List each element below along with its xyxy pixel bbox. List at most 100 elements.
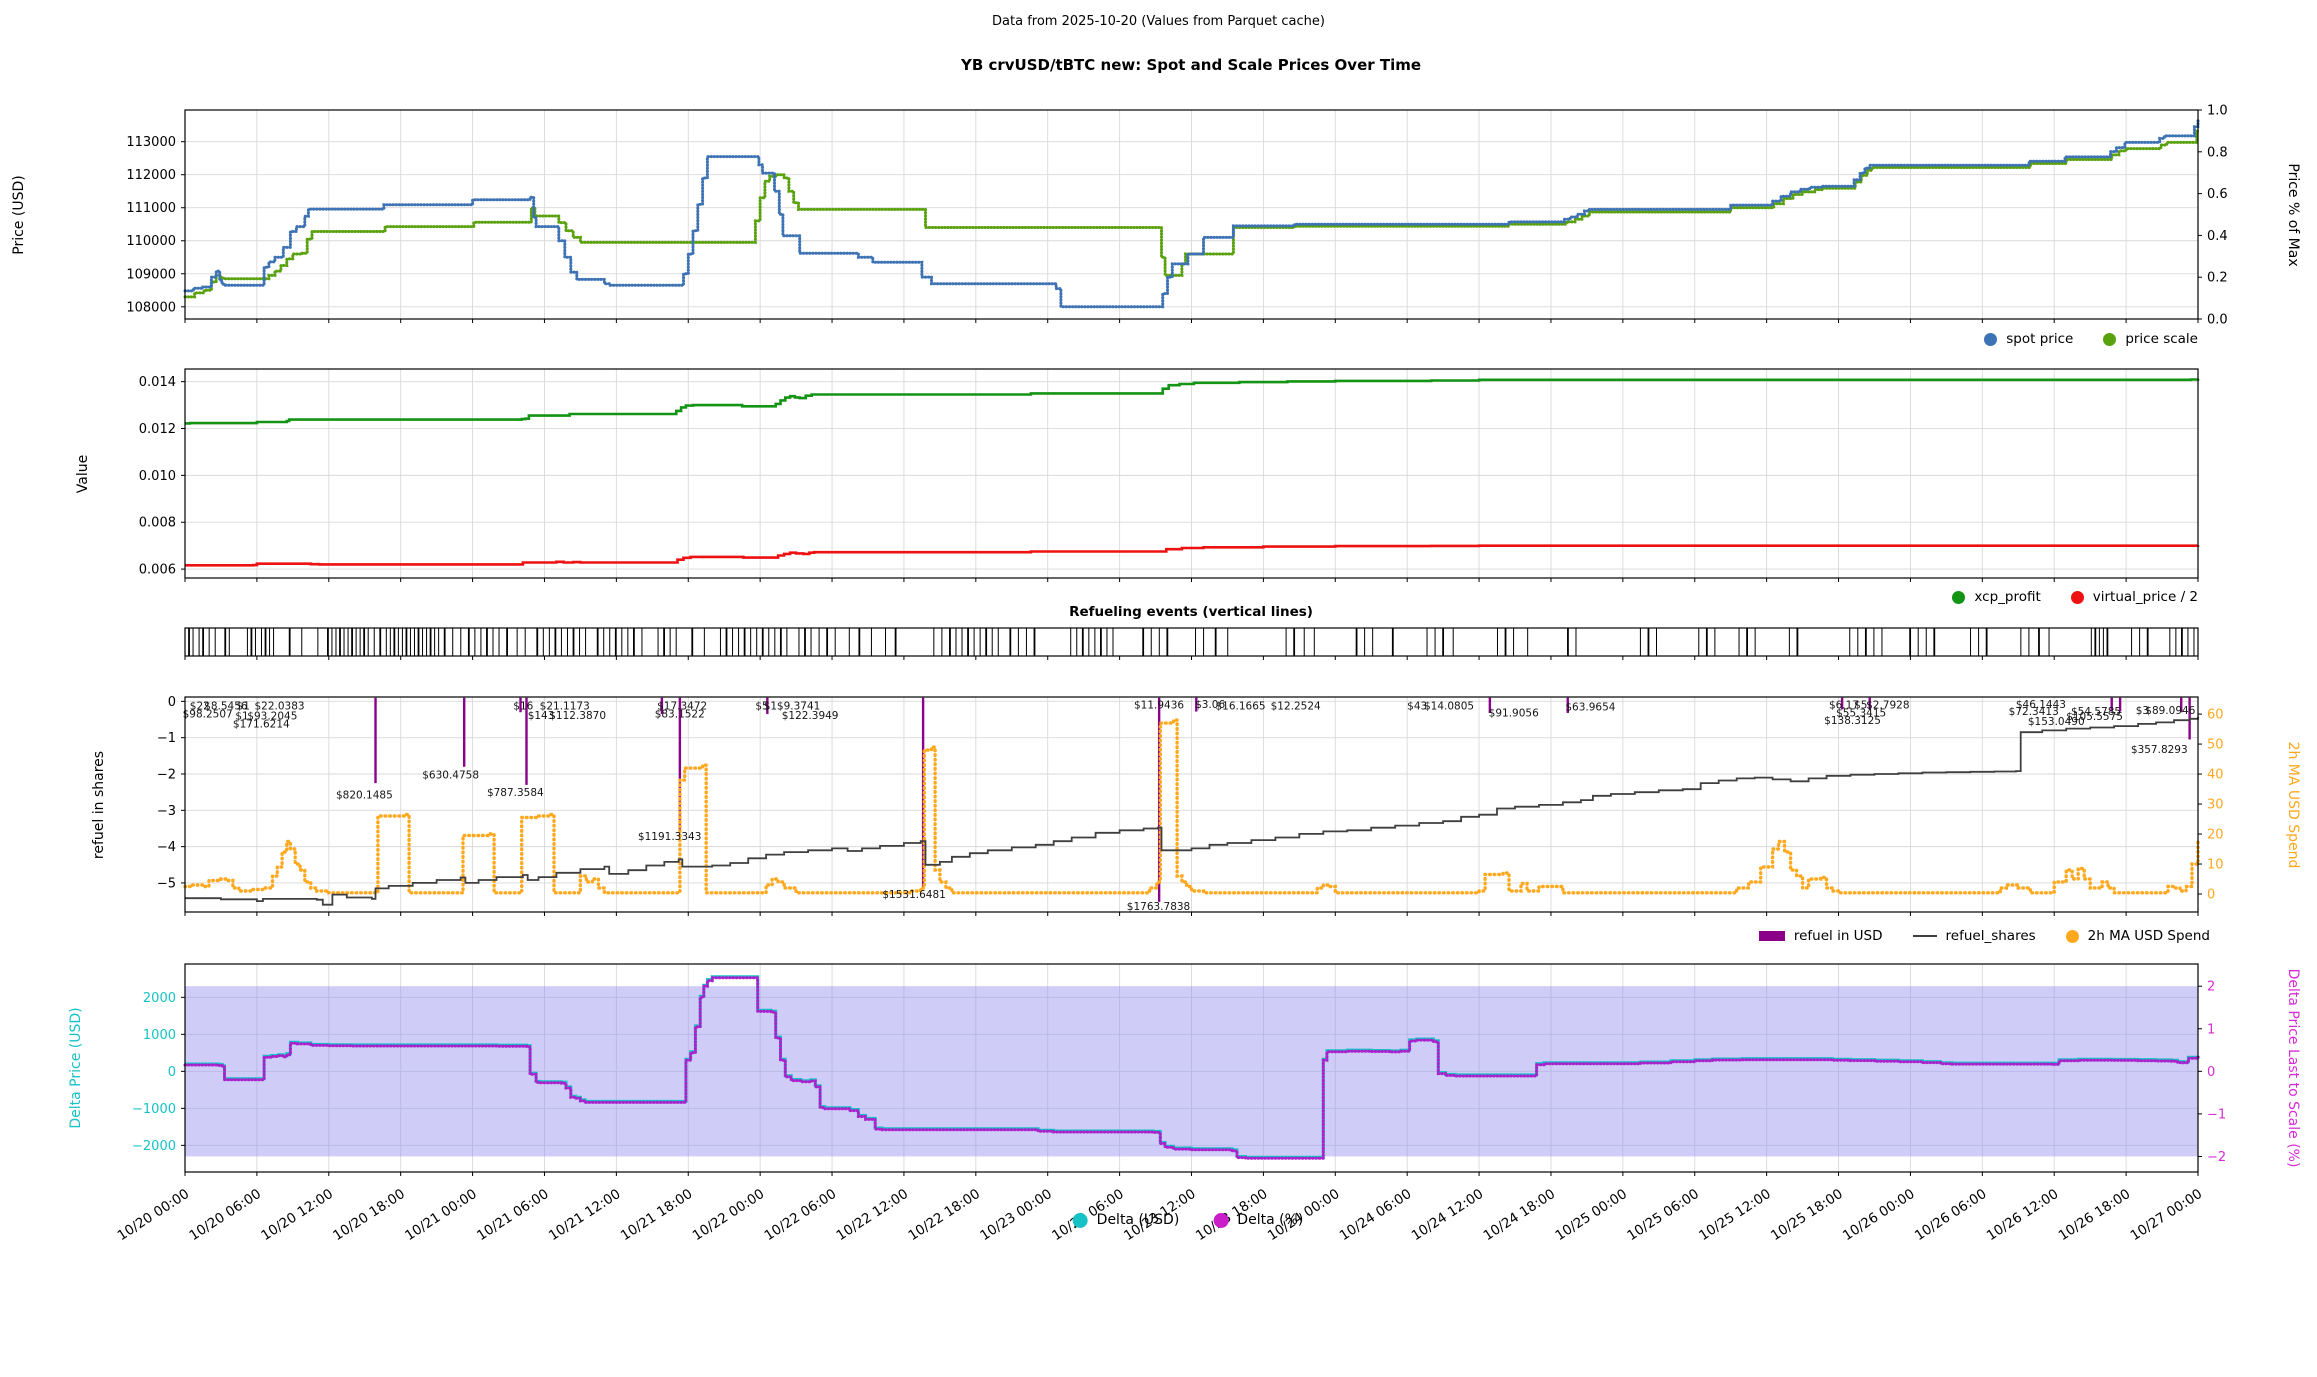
refuel-shares-line-icon bbox=[1912, 935, 1937, 937]
svg-text:10/26 12:00: 10/26 12:00 bbox=[1984, 1186, 2062, 1244]
svg-text:10/20 00:00: 10/20 00:00 bbox=[115, 1186, 193, 1244]
svg-text:0.2: 0.2 bbox=[2207, 271, 2228, 286]
svg-text:10/20 18:00: 10/20 18:00 bbox=[330, 1186, 408, 1244]
svg-text:0.6: 0.6 bbox=[2207, 187, 2228, 202]
svg-text:$55.3415: $55.3415 bbox=[1836, 708, 1886, 720]
svg-text:30: 30 bbox=[2207, 798, 2224, 813]
svg-text:$138.3125: $138.3125 bbox=[1824, 715, 1881, 727]
svg-text:$5: $5 bbox=[755, 700, 768, 712]
svg-text:$6.17: $6.17 bbox=[1829, 700, 1859, 712]
virtual-price-marker-icon bbox=[2070, 590, 2084, 604]
svg-text:10/26 18:00: 10/26 18:00 bbox=[2056, 1186, 2134, 1244]
svg-text:10/20 06:00: 10/20 06:00 bbox=[186, 1186, 264, 1244]
svg-text:112000: 112000 bbox=[126, 168, 176, 183]
delta-ticks: −2000 −1000 0 1000 2000 −2 −1 0 1 2 bbox=[132, 980, 2226, 1165]
svg-text:10/22 12:00: 10/22 12:00 bbox=[834, 1186, 912, 1244]
value-frame bbox=[184, 368, 2199, 582]
svg-text:$46.1443: $46.1443 bbox=[2016, 699, 2066, 711]
legend-label: 2h MA USD Spend bbox=[2087, 928, 2210, 944]
svg-text:$83.1522: $83.1522 bbox=[655, 709, 705, 721]
legend-item-virtual-price: virtual_price / 2 bbox=[2070, 589, 2198, 605]
svg-text:10/25 00:00: 10/25 00:00 bbox=[1552, 1186, 1630, 1244]
svg-text:40: 40 bbox=[2207, 768, 2224, 783]
legend-label: refuel in USD bbox=[1793, 928, 1883, 944]
svg-text:−1000: −1000 bbox=[132, 1102, 176, 1117]
legend-item-price-scale: price scale bbox=[2103, 331, 2198, 347]
svg-text:$1763.7838: $1763.7838 bbox=[1127, 901, 1190, 913]
svg-text:10/22 00:00: 10/22 00:00 bbox=[690, 1186, 768, 1244]
svg-text:$5: $5 bbox=[1854, 700, 1867, 712]
svg-text:0: 0 bbox=[168, 695, 176, 710]
svg-text:$14.0805: $14.0805 bbox=[1424, 700, 1474, 712]
svg-text:$17.3472: $17.3472 bbox=[657, 700, 707, 712]
svg-text:1000: 1000 bbox=[143, 1028, 176, 1043]
svg-text:$63.9654: $63.9654 bbox=[1565, 701, 1615, 713]
spend-marker-icon bbox=[2065, 929, 2079, 943]
svg-text:$820.1485: $820.1485 bbox=[336, 790, 393, 802]
svg-text:60: 60 bbox=[2207, 708, 2224, 723]
svg-text:0.014: 0.014 bbox=[139, 375, 176, 390]
svg-text:−5: −5 bbox=[157, 876, 176, 891]
legend-label: xcp_profit bbox=[1974, 589, 2041, 605]
svg-text:0: 0 bbox=[2207, 1065, 2215, 1080]
svg-text:$143: $143 bbox=[528, 710, 555, 722]
value-ticks: 0.006 0.008 0.010 0.012 0.014 bbox=[139, 375, 185, 578]
svg-text:0.4: 0.4 bbox=[2207, 229, 2228, 244]
svg-text:$1191.3343: $1191.3343 bbox=[638, 831, 701, 843]
svg-text:10/26 00:00: 10/26 00:00 bbox=[1840, 1186, 1918, 1244]
value-plot bbox=[185, 369, 2200, 578]
svg-text:109000: 109000 bbox=[126, 267, 176, 282]
svg-text:50: 50 bbox=[2207, 738, 2224, 753]
refuel-events-frame bbox=[184, 627, 2199, 660]
refuel-ticks: 0 −1 −2 −3 −4 −5 0 10 20 30 40 50 60 bbox=[157, 695, 2224, 903]
svg-text:$12.2524: $12.2524 bbox=[1271, 700, 1321, 712]
svg-text:$2.7928: $2.7928 bbox=[1866, 700, 1909, 712]
svg-text:$3: $3 bbox=[2136, 705, 2149, 717]
svg-text:10/24 12:00: 10/24 12:00 bbox=[1409, 1186, 1487, 1244]
svg-text:108000: 108000 bbox=[126, 300, 176, 315]
refuel-plot: $22$8.5456$1 $22.0383$98.2507 $1$93.2045$1… bbox=[183, 697, 2200, 913]
svg-text:$93.2045: $93.2045 bbox=[247, 711, 297, 723]
refuel-usd-patch-icon bbox=[1758, 931, 1785, 941]
svg-text:10: 10 bbox=[2207, 858, 2224, 873]
price-legend: spot price price scale bbox=[1984, 331, 2198, 347]
svg-text:0: 0 bbox=[168, 1065, 176, 1080]
legend-item-delta-pct: Delta (%) bbox=[1213, 1212, 1303, 1228]
svg-text:−1: −1 bbox=[157, 731, 176, 746]
refuel-annotations: $22$8.5456$1 $22.0383$98.2507 $1$93.2045$1… bbox=[183, 699, 2196, 913]
legend-item-xcp-profit: xcp_profit bbox=[1952, 589, 2041, 605]
svg-text:10/24 06:00: 10/24 06:00 bbox=[1337, 1186, 1415, 1244]
svg-text:10/26 06:00: 10/26 06:00 bbox=[1912, 1186, 1990, 1244]
legend-item-refuel-usd: refuel in USD bbox=[1758, 928, 1883, 944]
refuel-events-plot bbox=[188, 628, 2195, 656]
svg-text:$54.5785: $54.5785 bbox=[2071, 706, 2121, 718]
svg-text:1: 1 bbox=[2207, 1022, 2215, 1037]
svg-text:$22: $22 bbox=[190, 700, 210, 712]
svg-text:$357.8293: $357.8293 bbox=[2131, 744, 2188, 756]
legend-item-refuel-shares: refuel_shares bbox=[1912, 928, 2036, 944]
svg-text:10/22 18:00: 10/22 18:00 bbox=[905, 1186, 983, 1244]
svg-text:10/25 18:00: 10/25 18:00 bbox=[1768, 1186, 1846, 1244]
svg-text:10/23 00:00: 10/23 00:00 bbox=[977, 1186, 1055, 1244]
svg-text:0.8: 0.8 bbox=[2207, 145, 2228, 160]
svg-text:−1: −1 bbox=[2207, 1107, 2226, 1122]
legend-label: spot price bbox=[2006, 331, 2074, 347]
delta-usd-marker-icon bbox=[1072, 1212, 1088, 1228]
legend-label: virtual_price / 2 bbox=[2092, 589, 2198, 605]
svg-text:$105.5575: $105.5575 bbox=[2066, 711, 2123, 723]
threshold-band bbox=[185, 986, 2198, 1157]
svg-text:−2: −2 bbox=[2207, 1150, 2226, 1165]
svg-text:−3: −3 bbox=[157, 804, 176, 819]
svg-text:110000: 110000 bbox=[126, 234, 176, 249]
svg-text:0.010: 0.010 bbox=[139, 469, 176, 484]
legend-item-spend: 2h MA USD Spend bbox=[2065, 928, 2210, 944]
svg-text:$8.5456: $8.5456 bbox=[204, 700, 248, 712]
svg-text:2000: 2000 bbox=[143, 991, 176, 1006]
svg-text:2: 2 bbox=[2207, 980, 2215, 995]
svg-text:$1531.6481: $1531.6481 bbox=[882, 889, 945, 901]
legend-label: Delta (%) bbox=[1237, 1212, 1304, 1228]
svg-text:$112.3870: $112.3870 bbox=[549, 710, 606, 722]
svg-text:$98.2507: $98.2507 bbox=[183, 709, 233, 721]
svg-text:−2: −2 bbox=[157, 767, 176, 782]
